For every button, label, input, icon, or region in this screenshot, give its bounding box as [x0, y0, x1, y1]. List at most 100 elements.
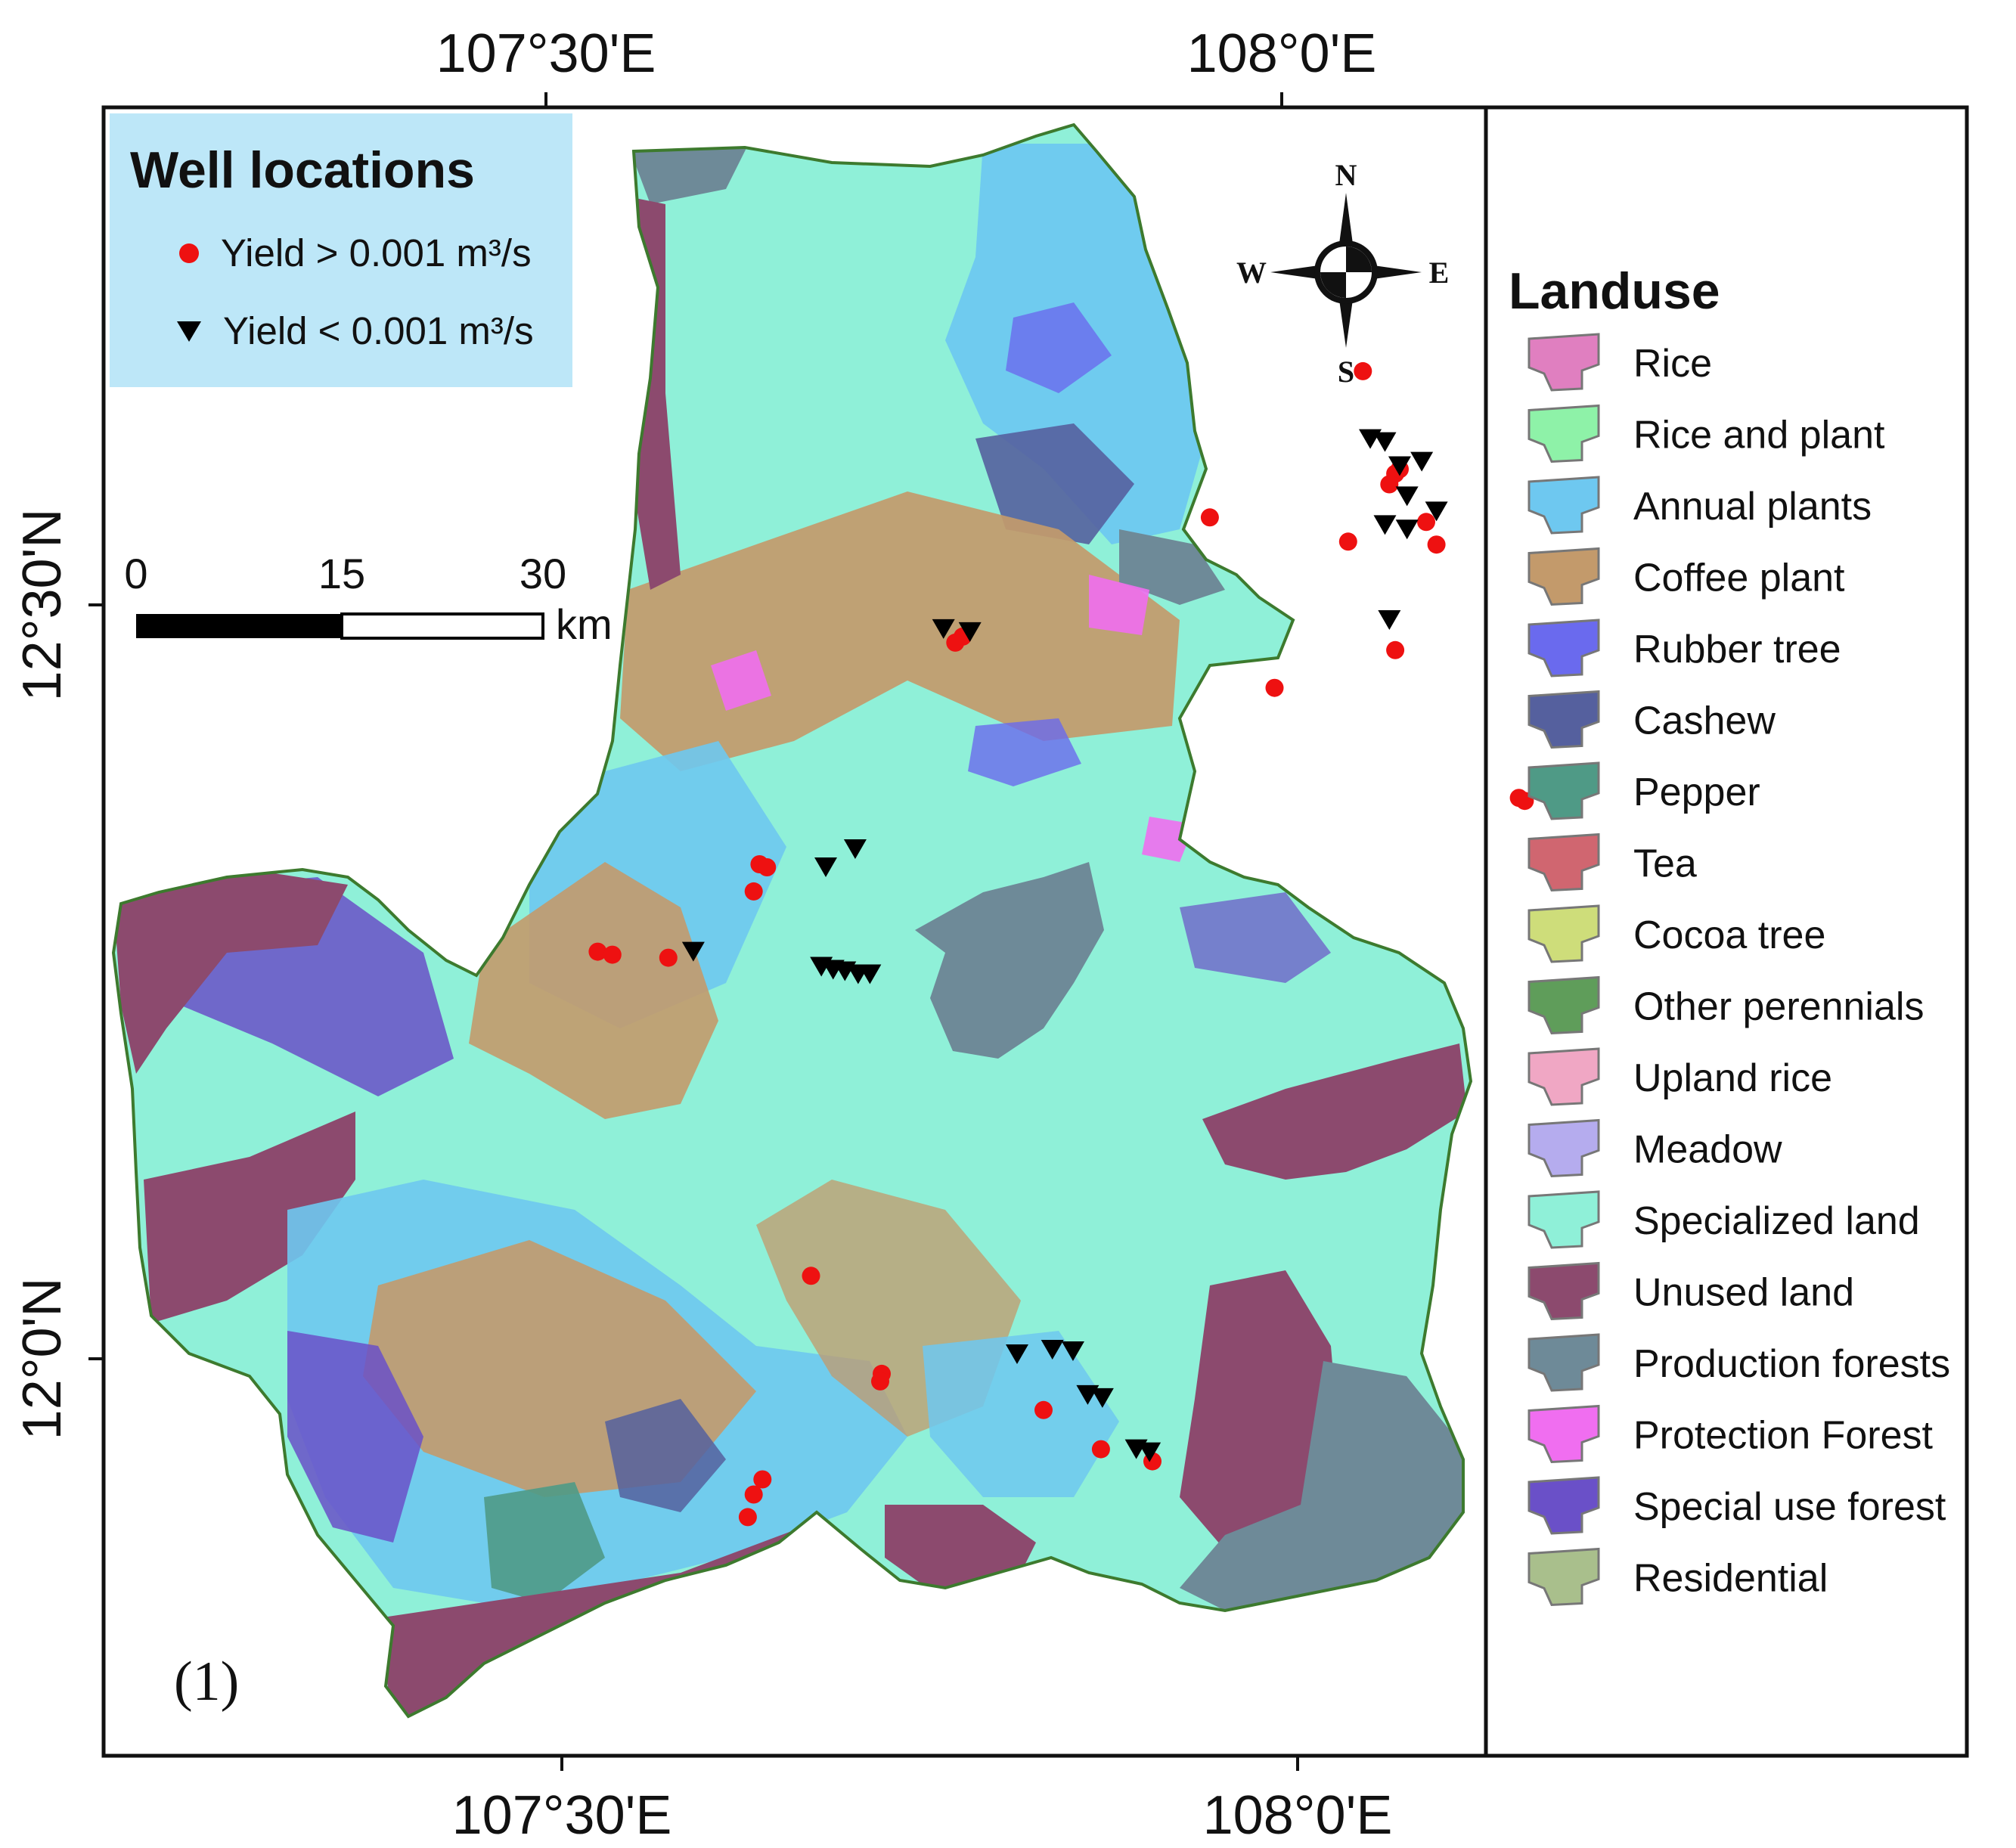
annual-plants-patch-corridor	[923, 1331, 1119, 1497]
compass-quadrant-sw	[1320, 272, 1346, 298]
unused-land-patch-east	[1202, 1043, 1467, 1180]
low-yield-well-marker	[1373, 515, 1397, 535]
landuse-label: Rice	[1633, 342, 1712, 386]
scale-bar-black-segment	[136, 614, 342, 638]
high-yield-well-marker	[744, 1485, 763, 1504]
landuse-label: Rubber tree	[1633, 628, 1841, 671]
landuse-swatch	[1528, 333, 1600, 392]
scale-tick-15: 15	[318, 550, 365, 597]
low-yield-well-marker	[1410, 451, 1434, 472]
high-yield-well-marker	[802, 1267, 820, 1285]
landuse-swatch	[1528, 619, 1600, 677]
high-yield-well-marker	[758, 858, 777, 876]
bottom-axis-label-1: 107°30'E	[452, 1785, 672, 1846]
low-yield-well-marker	[843, 839, 867, 860]
production-forest-patch-ne	[1119, 529, 1225, 605]
unused-land-patch-west	[113, 870, 348, 1074]
unused-land-patch-sw	[144, 1112, 355, 1323]
landuse-label: Specialized land	[1633, 1199, 1920, 1243]
high-yield-well-marker	[588, 942, 607, 961]
landuse-legend-title: Landuse	[1509, 262, 1720, 320]
landuse-patches	[113, 144, 1467, 1716]
low-yield-legend-symbol	[177, 321, 201, 342]
compass-n: N	[1335, 158, 1357, 192]
low-yield-well-marker	[932, 619, 955, 639]
low-yield-well-marker	[1041, 1340, 1064, 1360]
high-yield-well-marker	[946, 633, 965, 652]
scale-tick-0: 0	[124, 550, 147, 597]
rubber-patch-central	[968, 718, 1081, 786]
low-yield-well-marker	[1373, 432, 1397, 452]
low-yield-wells	[681, 429, 1448, 1462]
landuse-label: Other perennials	[1633, 985, 1924, 1029]
landuse-swatch	[1528, 1261, 1600, 1321]
high-yield-well-marker	[1200, 508, 1219, 527]
high-yield-well-marker	[1386, 640, 1405, 659]
high-yield-well-marker	[659, 948, 678, 967]
low-yield-well-marker	[1395, 519, 1419, 540]
low-yield-well-marker	[1378, 609, 1401, 630]
landuse-swatch	[1528, 1047, 1600, 1106]
landuse-label: Unused land	[1633, 1271, 1854, 1315]
landuse-label: Cashew	[1633, 699, 1776, 743]
high-yield-well-marker	[753, 1470, 772, 1489]
well-legend: Well locations Yield > 0.001 m³/s Yield …	[110, 113, 572, 387]
high-yield-well-marker	[738, 1508, 757, 1527]
scale-bar-white-segment	[340, 612, 544, 640]
landuse-label: Protection Forest	[1633, 1414, 1933, 1458]
cashew-patch-south	[605, 1399, 726, 1512]
left-axis-label-1: 12°30'N	[12, 509, 73, 702]
landuse-swatch	[1528, 690, 1600, 749]
landuse-swatch	[1528, 1476, 1600, 1535]
low-yield-well-marker	[858, 964, 882, 984]
special-use-forest-patch-east	[1180, 892, 1331, 983]
panel-label: (1)	[174, 1651, 239, 1713]
pepper-patch-south	[484, 1482, 605, 1603]
graticule-ticks	[88, 92, 1299, 1771]
coffee-patch-west	[469, 862, 718, 1119]
scale-tick-30: 30	[520, 550, 566, 597]
landuse-swatch	[1528, 1118, 1600, 1178]
production-forest-patch-se	[1180, 1361, 1467, 1611]
low-yield-well-marker	[681, 941, 705, 962]
landuse-label: Cocoa tree	[1633, 913, 1825, 957]
low-yield-well-marker	[1388, 456, 1411, 476]
landuse-label: Production forests	[1633, 1342, 1950, 1386]
compass-s: S	[1338, 355, 1354, 389]
landuse-swatch	[1528, 1190, 1600, 1249]
high-yield-well-marker	[1417, 513, 1435, 532]
left-axis-label-2: 12°0'N	[12, 1278, 73, 1440]
landuse-label: Rice and plant	[1633, 414, 1885, 457]
top-axis-label-2: 108°0'E	[1187, 23, 1377, 84]
landuse-swatch	[1528, 833, 1600, 892]
high-yield-well-marker	[603, 945, 622, 964]
high-yield-well-marker	[1354, 361, 1372, 380]
compass-w: W	[1236, 256, 1267, 290]
landuse-swatch	[1528, 476, 1600, 535]
coffee-patch-central	[620, 491, 1180, 771]
compass-rose: N S W E	[1236, 158, 1449, 389]
cashew-patch-ne	[975, 423, 1134, 544]
landuse-swatch	[1528, 1333, 1600, 1392]
protection-forest-patch-b	[1089, 575, 1149, 635]
high-yield-well-marker	[744, 882, 763, 901]
landuse-label: Meadow	[1633, 1128, 1782, 1172]
top-axis-label-1: 107°30'E	[436, 23, 656, 84]
high-yield-wells	[588, 361, 1534, 1527]
landuse-swatch	[1528, 975, 1600, 1035]
landuse-label: Upland rice	[1633, 1056, 1832, 1100]
low-yield-well-marker	[814, 857, 838, 877]
low-yield-well-marker	[1425, 501, 1448, 522]
well-legend-title: Well locations	[130, 141, 475, 199]
high-yield-well-marker	[871, 1372, 889, 1391]
landuse-swatch	[1528, 1404, 1600, 1464]
production-forest-patch-central	[915, 862, 1104, 1059]
low-yield-well-marker	[1005, 1344, 1028, 1365]
special-use-forest-patch-south	[287, 1331, 423, 1543]
high-yield-well-marker	[1380, 475, 1399, 494]
low-yield-well-marker	[1090, 1388, 1114, 1408]
high-yield-well-marker	[1034, 1400, 1053, 1419]
production-forest-patch-nw	[628, 144, 749, 204]
protection-forest-patch-a	[711, 650, 771, 711]
